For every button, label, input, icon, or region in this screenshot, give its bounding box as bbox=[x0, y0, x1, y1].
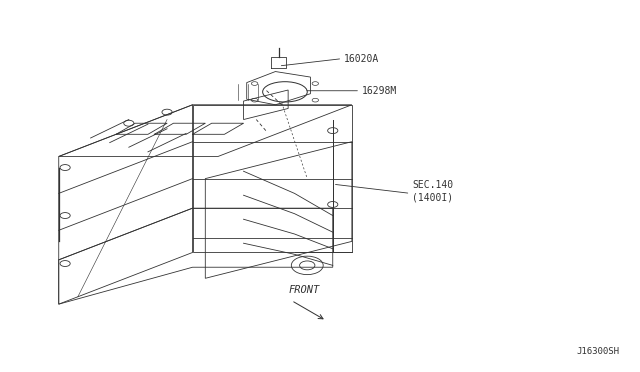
Text: SEC.140
(1400I): SEC.140 (1400I) bbox=[412, 180, 454, 203]
Text: 16298M: 16298M bbox=[362, 86, 397, 96]
Text: J16300SH: J16300SH bbox=[577, 347, 620, 356]
Text: 16020A: 16020A bbox=[344, 54, 380, 64]
Text: FRONT: FRONT bbox=[288, 285, 319, 295]
